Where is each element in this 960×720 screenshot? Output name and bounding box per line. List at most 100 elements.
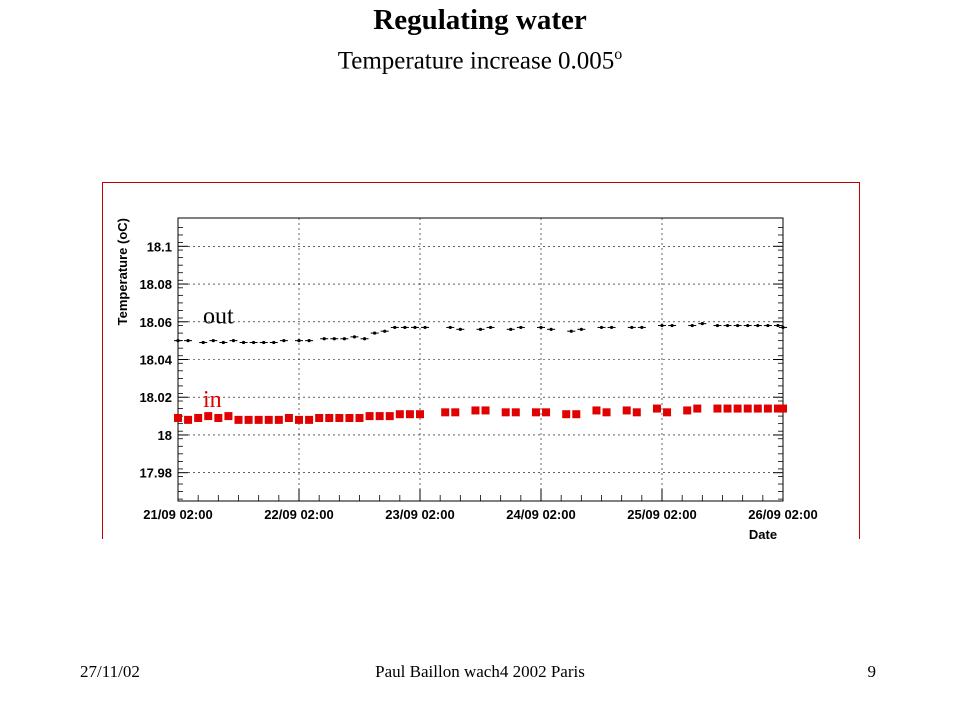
x-tick-label: 26/09 02:00 <box>748 507 817 522</box>
data-point-out <box>725 323 730 328</box>
y-tick-label: 18 <box>158 428 172 443</box>
x-tick-label: 25/09 02:00 <box>627 507 696 522</box>
y-tick-label: 18.04 <box>139 353 172 368</box>
data-point-out <box>599 325 604 330</box>
data-point-out <box>549 327 553 331</box>
data-point-out <box>342 337 346 341</box>
data-point-in <box>234 415 243 424</box>
data-point-in <box>375 412 384 421</box>
data-point-in <box>562 410 571 419</box>
data-point-in <box>779 404 787 413</box>
x-axis-title: Date <box>749 527 777 539</box>
data-point-in <box>713 404 722 413</box>
x-tick-label: 21/09 02:00 <box>143 507 212 522</box>
data-point-out <box>272 340 276 345</box>
data-point-out <box>297 339 301 343</box>
data-point-out <box>569 329 573 333</box>
slide-subtitle: Temperature increase 0.005o <box>0 46 960 75</box>
data-point-out <box>736 323 740 328</box>
data-point-in <box>305 415 314 424</box>
data-point-out <box>458 327 462 331</box>
data-point-in <box>184 415 193 424</box>
data-point-out <box>362 337 367 341</box>
data-point-out <box>383 329 387 333</box>
data-point-out <box>393 325 397 330</box>
data-point-in <box>224 412 233 421</box>
y-tick-label: 17.98 <box>139 466 172 481</box>
data-point-out <box>776 323 780 328</box>
data-point-in <box>773 404 782 413</box>
data-point-out <box>509 327 513 331</box>
data-point-in <box>511 408 520 417</box>
data-point-out <box>766 323 770 328</box>
data-point-in <box>663 408 672 417</box>
x-tick-label: 22/09 02:00 <box>264 507 333 522</box>
data-point-in <box>315 413 324 422</box>
data-point-out <box>781 325 785 330</box>
data-point-in <box>405 410 414 419</box>
plot-frame: 17.98 18 18.02 18.04 18.06 18.08 18.1 21/09 02:… <box>102 182 860 539</box>
data-point-out <box>539 325 543 330</box>
y-tick-label: 18.08 <box>139 277 172 292</box>
footer-date: 27/11/02 <box>80 662 140 681</box>
data-point-out <box>201 340 205 345</box>
data-point-in <box>622 406 631 415</box>
data-point-in <box>295 415 303 424</box>
data-point-in <box>763 404 772 413</box>
data-point-in <box>632 408 641 417</box>
data-point-in <box>481 406 490 415</box>
data-point-in <box>254 415 263 424</box>
data-point-out <box>221 340 225 345</box>
y-tick-label: 18.06 <box>139 315 172 330</box>
data-point-out <box>488 325 493 330</box>
data-point-out <box>640 325 644 330</box>
data-point-in <box>531 408 540 417</box>
data-point-in <box>441 408 450 417</box>
data-point-in <box>204 412 213 421</box>
data-point-out <box>746 323 750 328</box>
data-point-in <box>214 413 223 422</box>
footer-page-number: 9 <box>867 662 877 681</box>
x-tick-label: 24/09 02:00 <box>506 507 575 522</box>
data-point-in <box>194 413 203 422</box>
data-point-in <box>244 415 253 424</box>
data-point-in <box>174 413 182 422</box>
data-point-in <box>345 413 354 422</box>
series-label-in: in <box>203 387 222 413</box>
data-point-in <box>683 406 692 415</box>
data-point-out <box>609 325 614 330</box>
data-point-in <box>284 413 293 422</box>
data-point-in <box>753 404 762 413</box>
data-point-in <box>602 408 611 417</box>
data-point-out <box>413 325 417 330</box>
data-point-out <box>262 340 266 345</box>
data-point-in <box>416 410 424 419</box>
data-point-in <box>501 408 510 417</box>
data-point-out <box>715 323 720 328</box>
data-point-out <box>519 325 523 330</box>
degree-symbol: o <box>614 46 623 63</box>
data-point-out <box>700 322 704 326</box>
data-point-in <box>471 406 480 415</box>
slide-title: Regulating water <box>373 4 587 36</box>
data-point-out <box>756 323 760 328</box>
data-point-out <box>352 335 357 339</box>
data-point-in <box>542 408 551 417</box>
data-point-out <box>690 323 694 328</box>
y-tick-label: 18.02 <box>139 390 172 405</box>
data-point-out <box>282 339 286 343</box>
y-tick-label: 18.1 <box>147 239 172 254</box>
data-point-in <box>355 413 364 422</box>
data-point-out <box>176 339 180 343</box>
x-tick-label: 23/09 02:00 <box>385 507 454 522</box>
data-point-in <box>325 413 334 422</box>
temperature-chart: 17.98 18 18.02 18.04 18.06 18.08 18.1 21/09 02:… <box>115 217 818 539</box>
data-point-out <box>373 331 377 335</box>
data-point-in <box>365 412 374 421</box>
data-point-in <box>572 410 581 419</box>
data-point-in <box>451 408 460 417</box>
data-point-in <box>385 412 394 421</box>
data-point-in <box>652 404 661 413</box>
footer-author: Paul Baillon wach4 2002 Paris <box>375 662 585 681</box>
series-label-out: out <box>203 304 234 330</box>
